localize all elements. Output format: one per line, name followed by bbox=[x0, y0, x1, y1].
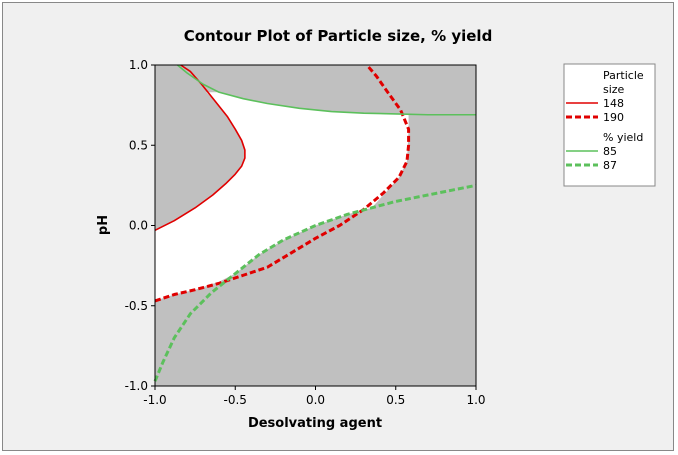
legend-entry-label: 87 bbox=[603, 159, 617, 172]
x-axis: -1.0 -0.5 0.0 0.5 1.0 bbox=[143, 386, 486, 407]
x-tick-label: -1.0 bbox=[143, 393, 166, 407]
plot-area bbox=[153, 64, 477, 387]
y-tick-label: 0.5 bbox=[129, 138, 148, 152]
chart-title: Contour Plot of Particle size, % yield bbox=[184, 27, 493, 45]
y-tick-label: 0.0 bbox=[129, 219, 148, 233]
x-tick-label: 0.0 bbox=[306, 393, 325, 407]
legend-entry-label: 85 bbox=[603, 145, 617, 158]
legend-entry-label: 190 bbox=[603, 111, 624, 124]
contour-lines bbox=[153, 64, 477, 382]
legend-group-title: size bbox=[603, 83, 625, 96]
y-tick-label: 1.0 bbox=[129, 58, 148, 72]
x-axis-label: Desolvating agent bbox=[248, 416, 382, 431]
x-tick-label: 1.0 bbox=[466, 393, 485, 407]
y-axis: -1.0 -0.5 0.0 0.5 1.0 bbox=[125, 58, 155, 393]
y-tick-label: -0.5 bbox=[125, 299, 148, 313]
x-tick-label: -0.5 bbox=[224, 393, 247, 407]
x-tick-label: 0.5 bbox=[386, 393, 405, 407]
y-tick-label: -1.0 bbox=[125, 379, 148, 393]
legend-entry-label: 148 bbox=[603, 97, 624, 110]
legend-group-title: Particle bbox=[603, 69, 644, 82]
legend-group-title: % yield bbox=[603, 131, 643, 144]
contour-line-85-2 bbox=[176, 64, 476, 116]
contour-line-87-3 bbox=[153, 183, 477, 382]
contour-line-148-0 bbox=[154, 64, 246, 232]
y-axis-label: pH bbox=[96, 215, 111, 235]
feasible-region bbox=[155, 92, 409, 301]
